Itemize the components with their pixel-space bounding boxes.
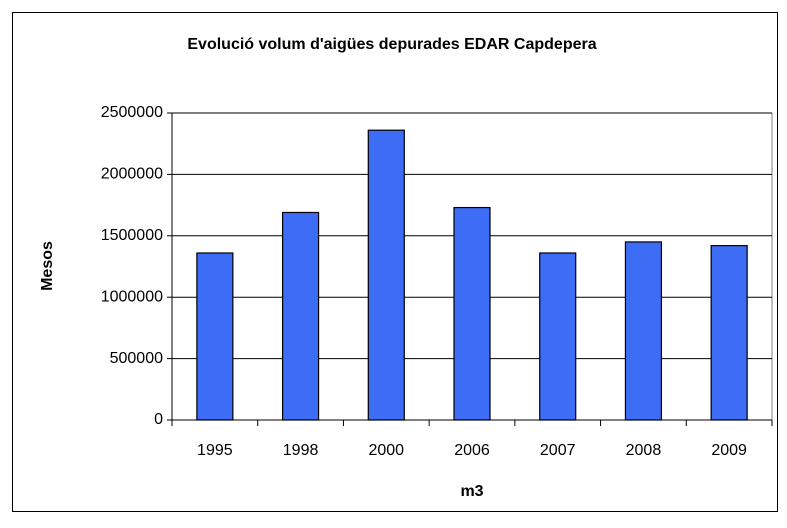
chart-title: Evolució volum d'aigües depurades EDAR C… [187,36,596,53]
x-tick-label: 2009 [711,442,747,459]
bar [281,211,320,421]
y-axis-label: Mesos [39,241,56,291]
bar [710,245,748,421]
bar [367,129,405,421]
bar [453,206,491,421]
y-tick-label: 1500000 [101,227,163,244]
x-tick-label: 2008 [626,442,662,459]
y-tick-label: 0 [154,411,163,428]
x-tick-label: 2000 [368,442,404,459]
x-tick-label: 2006 [454,442,490,459]
x-tick-label: 1998 [283,442,319,459]
bar [624,241,663,421]
x-axis-label: m3 [460,483,483,500]
x-tick-label: 2007 [540,442,576,459]
x-tick-label: 1995 [197,442,233,459]
y-tick-label: 2000000 [101,166,163,183]
y-tick-label: 1000000 [101,288,163,305]
y-tick-label: 500000 [110,350,163,367]
y-tick-label: 2500000 [101,104,163,121]
bar [539,252,577,421]
bar [196,252,234,421]
